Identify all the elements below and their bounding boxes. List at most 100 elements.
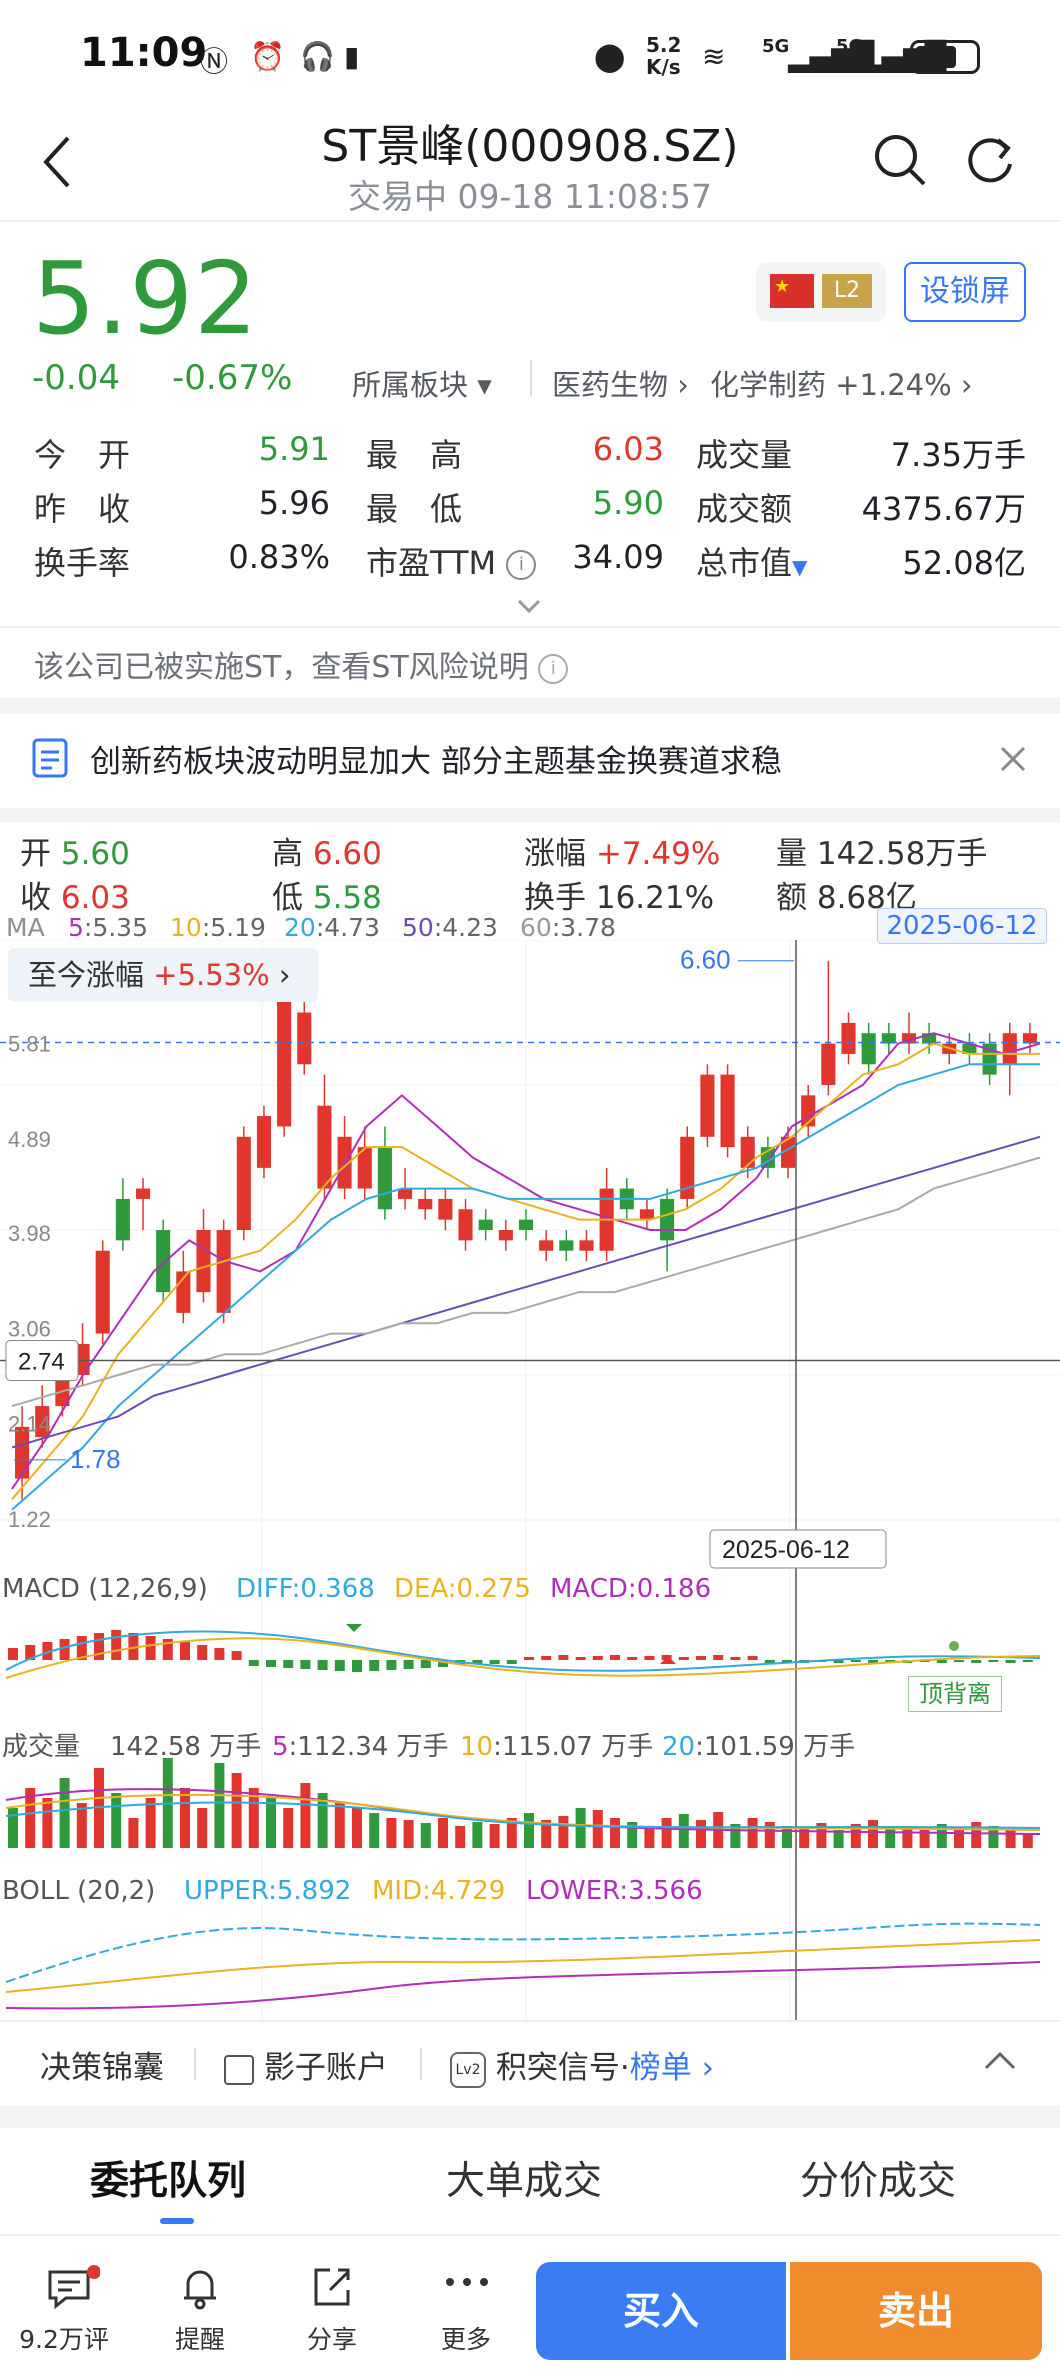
macd-bar: [334, 1660, 345, 1671]
volume-bar: [936, 1824, 947, 1848]
macd-bar: [162, 1639, 173, 1660]
lock-screen-button[interactable]: 设锁屏: [904, 262, 1026, 322]
shadow-account-link[interactable]: 影子账户: [224, 2042, 388, 2087]
y-axis-label: 3.98: [8, 1221, 51, 1246]
stat-value: 5.90: [592, 484, 664, 522]
stat-label-pe[interactable]: 市盈TTM i: [366, 538, 537, 584]
macd-signal-dot: [949, 1641, 959, 1651]
back-icon[interactable]: [38, 132, 78, 192]
stat-value: 7.35万手: [890, 436, 1026, 474]
kline-rise: 涨幅 +7.49%: [524, 836, 721, 872]
candle-body: [337, 1136, 352, 1189]
volume-bar: [369, 1813, 380, 1848]
sell-button[interactable]: 卖出: [790, 2262, 1042, 2360]
candle-body: [277, 991, 292, 1127]
market-badge[interactable]: ★ L2: [756, 262, 886, 322]
expand-chevron-icon[interactable]: [514, 596, 544, 616]
macd-label[interactable]: MACD (12,26,9): [2, 1574, 208, 1604]
page-title: ST景峰(000908.SZ): [321, 121, 739, 172]
sector-link-1[interactable]: 医药生物 ›: [552, 368, 689, 402]
signal-list-link[interactable]: Lv2 积突信号·榜单 ›: [450, 2042, 714, 2088]
alarm-icon: ⏰: [250, 40, 285, 73]
stat-label: 昨 收: [34, 490, 131, 528]
more-button[interactable]: 更多: [440, 2325, 491, 2354]
kline-high: 高 6.60: [272, 836, 382, 872]
macd-bar: [558, 1655, 569, 1660]
vol-ma10-line: [5, 1793, 1041, 1831]
macd-bar: [833, 1660, 844, 1663]
candle-body: [841, 1022, 856, 1054]
macd-bar: [575, 1657, 586, 1660]
candle-body: [196, 1230, 211, 1293]
macd-bar: [644, 1656, 655, 1660]
more-icon[interactable]: [442, 2272, 492, 2292]
stat-label: 最 高: [366, 436, 463, 474]
buy-button[interactable]: 买入: [536, 2262, 786, 2360]
macd-bar: [300, 1660, 311, 1669]
collapse-chevron-icon[interactable]: [982, 2048, 1018, 2072]
candle-body: [156, 1230, 171, 1293]
decision-kit-link[interactable]: 决策锦囊: [40, 2050, 164, 2086]
st-notice-link[interactable]: 该公司已被实施ST，查看ST风险说明 i: [34, 642, 569, 686]
stat-value: 4375.67万: [861, 490, 1026, 528]
volume-label[interactable]: 成交量: [2, 1732, 81, 1762]
candle-body: [357, 1147, 372, 1189]
macd-bar: [317, 1660, 328, 1670]
comment-icon[interactable]: [44, 2264, 100, 2312]
volume-bar: [1022, 1834, 1033, 1848]
share-icon[interactable]: [310, 2262, 354, 2312]
stat-label: 最 低: [366, 490, 463, 528]
y-axis-label: 3.06: [8, 1316, 51, 1341]
macd-signal-marker: [346, 1624, 362, 1632]
macd-bar: [764, 1660, 775, 1663]
share-button[interactable]: 分享: [306, 2325, 357, 2354]
candle-body: [478, 1219, 493, 1230]
macd-bar: [197, 1645, 208, 1660]
volume-bar: [317, 1793, 328, 1848]
candle-body: [720, 1074, 735, 1148]
tab-order-queue[interactable]: 委托队列: [90, 2159, 247, 2204]
low-price-label: 1.78: [70, 1444, 121, 1474]
lv2-icon: Lv2: [450, 2051, 486, 2088]
shadow-account-icon: [224, 2054, 254, 2085]
volume-bar: [524, 1813, 534, 1848]
crosshair-date-box: [709, 1529, 887, 1569]
volume-bar: [489, 1824, 500, 1848]
nfc-icon: Ⓝ: [200, 45, 229, 78]
volume-bar: [541, 1820, 552, 1848]
y-axis-label: 4.89: [8, 1127, 51, 1152]
candle-body: [297, 1012, 312, 1065]
candle-body: [579, 1240, 594, 1251]
net-speed: 5.2 K/s: [646, 33, 682, 79]
macd-dea: DEA:0.275: [394, 1574, 531, 1604]
sector-dropdown[interactable]: 所属板块 ▾: [352, 368, 492, 402]
macd-bar: [76, 1636, 87, 1660]
remind-button[interactable]: 提醒: [174, 2325, 225, 2354]
news-headline[interactable]: 创新药板块波动明显加大 部分主题基金换赛道求稳: [90, 744, 782, 780]
bell-icon[interactable]: [178, 2262, 222, 2312]
volume-bar: [661, 1818, 672, 1848]
volume-bar: [403, 1820, 414, 1848]
macd-bar: [248, 1660, 259, 1666]
stat-label-mktcap[interactable]: 总市值▼: [696, 544, 808, 582]
peak-price-label: 6.60: [680, 945, 731, 975]
kline-chart[interactable]: 5.81 4.89 3.98 3.06 2.14 1.22 2.74 6.60 1.78 2025…: [0, 940, 1060, 2020]
tab-big-trades[interactable]: 大单成交: [446, 2159, 603, 2204]
comments-button[interactable]: 9.2万评: [19, 2325, 109, 2354]
refresh-icon[interactable]: [960, 130, 1020, 190]
battery-small-icon: ▮: [344, 40, 360, 73]
search-icon[interactable]: [870, 130, 930, 190]
volume-bar: [266, 1798, 276, 1848]
since-rise-button[interactable]: 至今涨幅 +5.53% ›: [8, 948, 318, 1002]
boll-label[interactable]: BOLL (20,2): [2, 1876, 156, 1906]
price-change-pct: -0.67%: [172, 358, 293, 398]
ma60-line: [11, 1156, 1041, 1408]
tab-price-volume[interactable]: 分价成交: [800, 2159, 957, 2204]
macd-bar: [506, 1660, 517, 1664]
boll-upper: UPPER:5.892: [184, 1876, 352, 1906]
sector-link-2[interactable]: 化学制药 +1.24% ›: [710, 368, 973, 402]
candle-body: [236, 1136, 251, 1230]
candle-body: [639, 1209, 654, 1220]
close-icon[interactable]: [998, 744, 1028, 774]
candle-body: [498, 1230, 513, 1241]
